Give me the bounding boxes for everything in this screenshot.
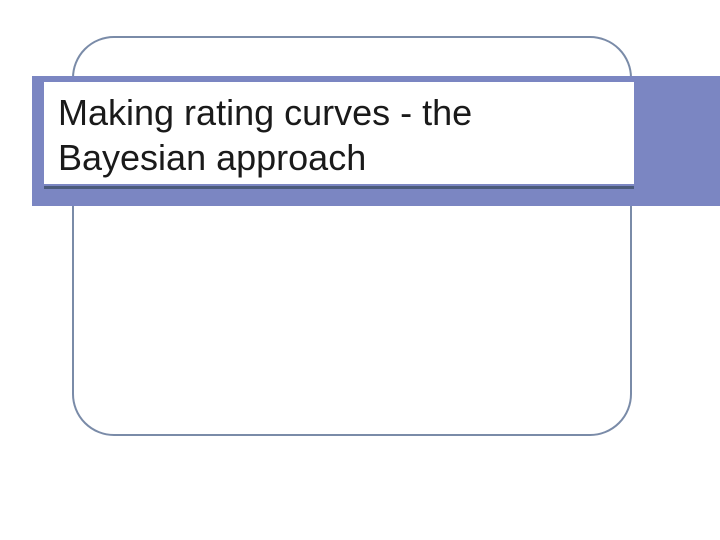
slide-title: Making rating curves - the Bayesian appr… bbox=[58, 90, 620, 180]
title-container: Making rating curves - the Bayesian appr… bbox=[44, 82, 634, 184]
title-underline bbox=[44, 186, 634, 189]
